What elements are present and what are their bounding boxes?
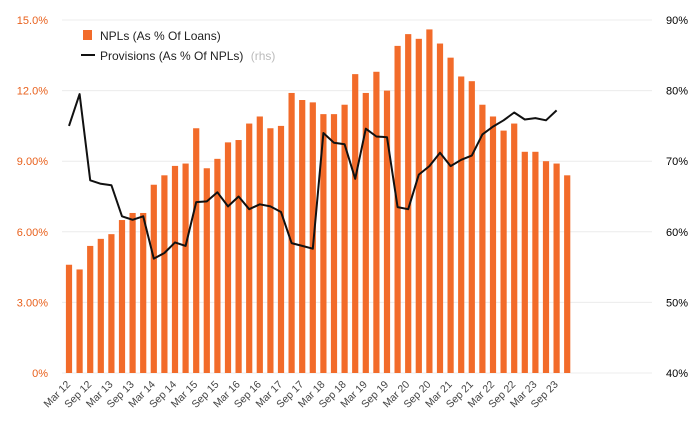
left-axis-tick-label: 3.00% [17,297,48,309]
npl-bar [267,128,274,373]
npl-bar [277,125,285,374]
npl-bar [330,114,338,373]
npl-bar [140,212,147,373]
npl-bar [489,116,497,373]
npl-bar [76,269,83,373]
right-axis-tick-label: 80% [666,86,688,98]
npl-bar [65,264,73,373]
npl-bar [394,45,401,374]
left-axis-tick-label: 9.00% [17,156,48,168]
npl-bar [235,140,242,373]
npl-bar [150,184,157,373]
provisions-line [68,93,558,260]
npl-bar [415,38,422,374]
right-axis-tick-label: 40% [666,368,688,380]
npl-bar [468,81,475,373]
right-axis-tick-label: 50% [666,297,688,309]
npl-bar [352,74,359,374]
npl-bar [108,234,115,373]
npl-bar [299,100,306,373]
left-axis-tick-label: 12.0% [17,86,48,98]
npl-bars [65,29,571,374]
npl-bar [553,163,560,373]
left-axis-tick-label: 0% [32,368,48,380]
npl-bar [436,43,444,374]
npl-bar [383,90,391,373]
npl-bar [341,104,348,373]
legend-label-provisions-group: Provisions (As % Of NPLs) (rhs) [100,49,275,63]
npl-bar [500,130,507,373]
npl-bar [182,163,189,373]
right-axis-tick-label: 90% [666,15,688,27]
npl-bar [362,92,369,373]
npl-bar [203,168,210,373]
npl-bar [87,245,94,373]
npl-bar [193,128,200,373]
npl-bar [118,220,126,373]
npl-bar [171,165,179,373]
npl-bar [447,57,454,374]
npl-bar [542,161,550,373]
legend: NPLs (As % Of Loans) Provisions (As % Of… [81,29,275,63]
legend-label-provisions: Provisions (As % Of NPLs) [100,49,243,63]
npl-bar [405,34,412,374]
npl-bar [214,158,221,373]
left-axis-tick-label: 15.0% [17,15,48,27]
legend-label-rhs: (rhs) [251,49,276,63]
npl-bar [309,102,316,373]
npl-bar [320,114,327,373]
left-axis-ticks: 0% 3.00% 6.00% 9.00% 12.0% 15.0% [17,15,48,380]
provisions-line-layer [68,93,558,260]
npl-bar [479,104,486,373]
right-axis-ticks: 40% 50% 60% 70% 80% 90% [666,15,688,380]
right-axis-tick-label: 60% [666,227,688,239]
npl-bar [458,76,465,373]
left-axis-tick-label: 6.00% [17,227,48,239]
npl-bar [246,123,253,374]
npl-bar [564,175,571,373]
npl-bar [224,142,232,373]
npl-bar [288,92,295,373]
npl-bar [532,151,539,373]
npl-bar [511,123,518,374]
legend-label-npls: NPLs (As % Of Loans) [100,29,221,43]
npl-bar [256,116,263,373]
npl-bar [97,238,104,373]
npl-bar [426,29,433,374]
npl-bar [521,151,528,373]
legend-swatch-npls [83,30,92,40]
npl-bar [373,71,380,374]
right-axis-tick-label: 70% [666,156,688,168]
npl-bar [161,175,168,373]
npl-bar [129,212,136,373]
